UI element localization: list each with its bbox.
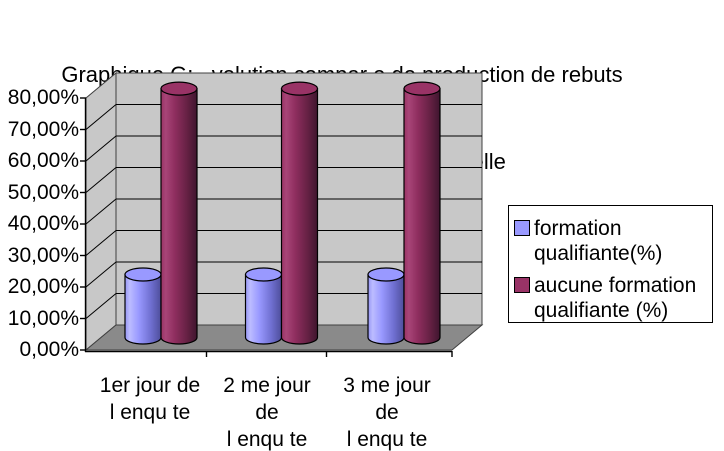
cylinder-bar: [124, 267, 162, 345]
cylinder-top: [367, 267, 405, 282]
legend-item: formation qualifiante(%): [514, 216, 710, 266]
legend-item: aucune formation qualifiante (%): [514, 273, 710, 323]
gridline-side: [85, 293, 117, 319]
y-axis-tick-label: 10,00%: [7, 306, 79, 330]
gridline-side: [85, 104, 117, 130]
legend: formation qualifiante(%) aucune formation…: [508, 205, 713, 323]
legend-swatch: [514, 220, 530, 236]
cylinder-body: [124, 273, 162, 345]
cylinder-bar: [280, 81, 319, 345]
category-label: 3 me jour de l enqu te: [343, 374, 431, 451]
gridline-side: [85, 230, 117, 256]
y-axis-tick-label: 80,00%: [7, 86, 79, 109]
y-axis-tick-label: 70,00%: [7, 117, 79, 141]
cylinder-top: [280, 81, 319, 96]
legend-label: formation qualifiante(%): [534, 217, 663, 265]
cylinder-bar: [160, 81, 198, 345]
cylinder-top: [124, 267, 162, 282]
gridline-side: [85, 198, 117, 225]
cylinder-body: [403, 88, 441, 345]
plot-cylinders: [124, 81, 441, 345]
plot-axes: [80, 97, 453, 357]
y-axis-tick-label: 50,00%: [7, 180, 79, 204]
cylinder-top: [244, 267, 283, 282]
gridline-side: [85, 167, 117, 193]
category-label: 2 me jour de l enqu te: [223, 374, 311, 451]
cylinder-body: [160, 88, 198, 345]
legend-label: aucune formation qualifiante (%): [534, 274, 697, 322]
cylinder-bar: [244, 267, 283, 345]
cylinder-body: [244, 273, 283, 345]
cylinder-body: [367, 273, 405, 345]
y-axis-tick-label: 30,00%: [7, 243, 79, 267]
gridline-side: [85, 261, 117, 288]
legend-swatch: [514, 277, 530, 293]
cylinder-bar: [367, 267, 405, 345]
category-label: 1er jour de l enqu te: [99, 374, 201, 424]
cylinder-top: [403, 81, 441, 96]
gridline-side: [85, 135, 117, 162]
cylinder-bar: [403, 81, 441, 345]
y-axis-tick-label: 40,00%: [7, 212, 79, 235]
cylinder-top: [160, 81, 198, 96]
cylinder-body: [280, 88, 319, 345]
y-axis-tick-label: 60,00%: [7, 149, 79, 172]
y-axis-tick-label: 20,00%: [7, 275, 79, 298]
y-axis-tick-label: 0,00%: [19, 338, 79, 361]
